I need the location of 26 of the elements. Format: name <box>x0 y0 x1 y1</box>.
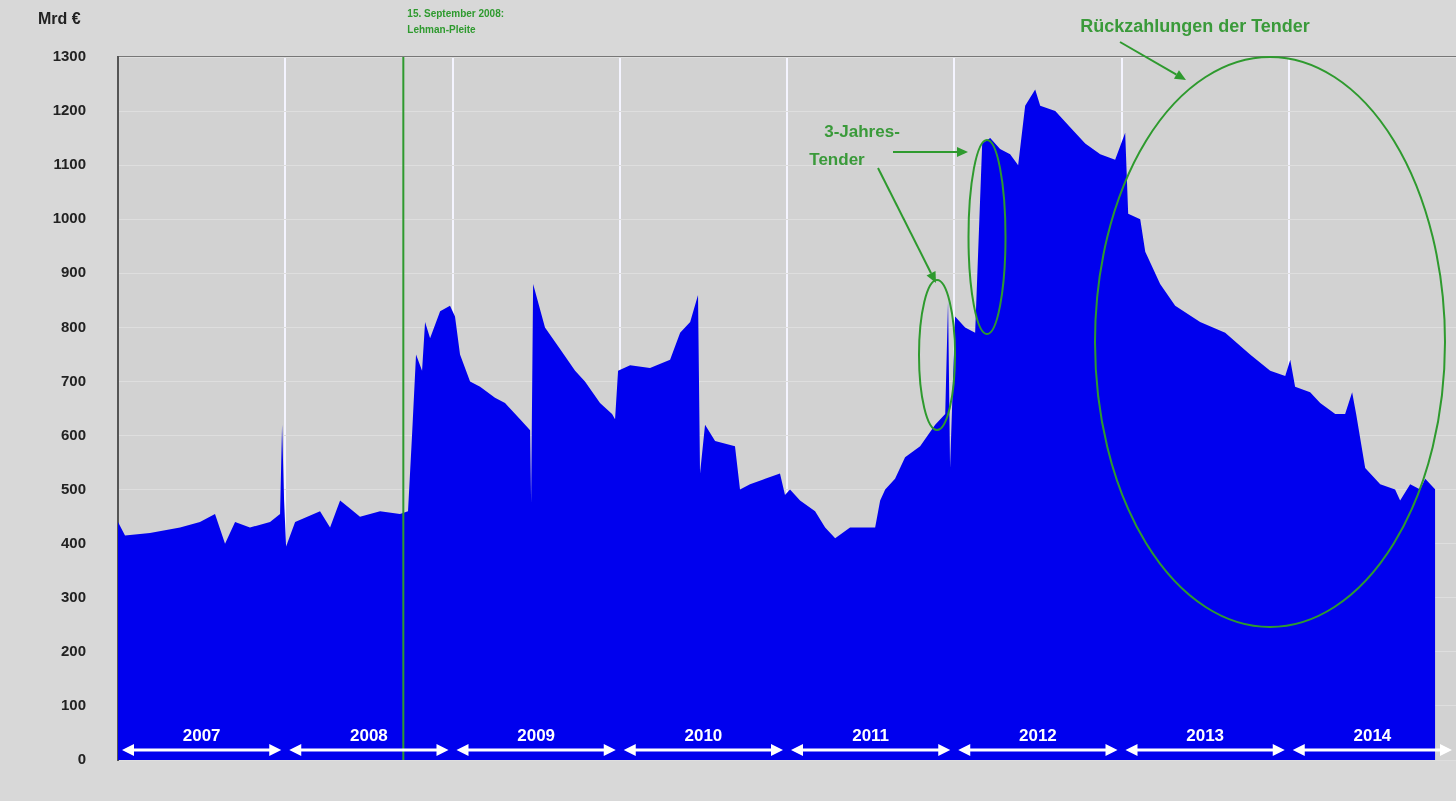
text: Rückzahlungen der Tender <box>1080 15 1310 36</box>
y-tick-label: 500 <box>60 479 86 497</box>
x-tick-label: 2012 <box>1018 725 1057 745</box>
y-tick-label: 1100 <box>53 155 86 173</box>
y-tick-label: 900 <box>60 263 86 281</box>
x-tick-label: 2008 <box>349 725 388 745</box>
y-tick-label: 700 <box>60 371 86 389</box>
x-tick-label: 2007 <box>182 725 221 745</box>
y-tick-label: 400 <box>60 533 86 551</box>
y-tick-label: 1000 <box>52 209 86 227</box>
y-tick-label: 800 <box>60 317 86 335</box>
x-tick-label: 2010 <box>684 725 723 745</box>
x-tick-label: 2011 <box>852 725 890 745</box>
y-axis-title: Mrd € <box>38 10 81 28</box>
x-tick-label: 2013 <box>1186 725 1225 745</box>
y-tick-label: 600 <box>60 425 86 443</box>
y-tick-label: 1300 <box>52 47 86 65</box>
y-tick-label: 1200 <box>52 101 86 119</box>
y-tick-label: 200 <box>60 641 86 659</box>
x-tick-label: 2009 <box>517 725 556 745</box>
ref-line-label: 15. September 2008: Lehman-Pleite <box>407 7 505 35</box>
y-tick-label: 100 <box>60 696 86 714</box>
x-tick-label: 2014 <box>1353 725 1392 745</box>
y-tick-label: 0 <box>77 750 86 768</box>
annotation: 3-Jahres- Tender <box>809 121 900 169</box>
y-tick-label: 300 <box>60 587 86 605</box>
